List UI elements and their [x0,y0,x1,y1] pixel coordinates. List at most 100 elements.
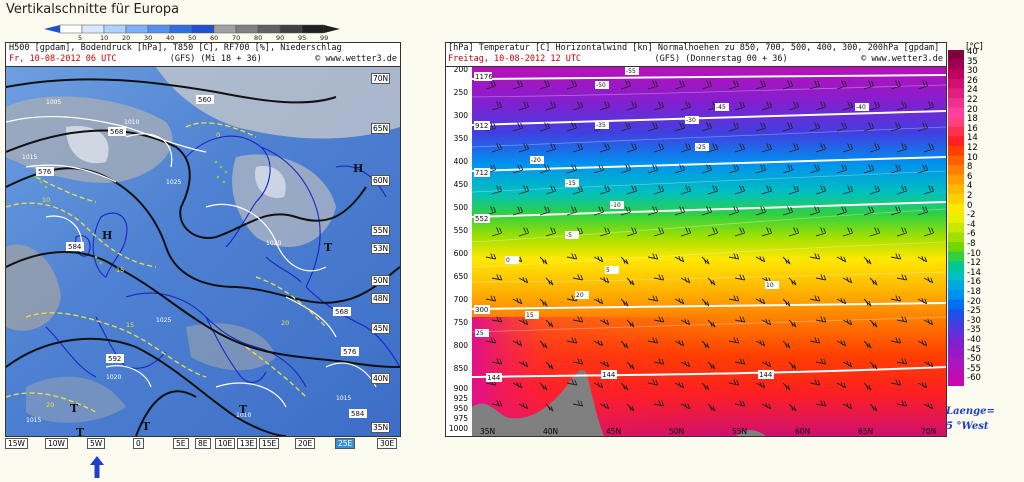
colorbar-swatch [948,290,964,301]
wind-barb [485,295,497,302]
wind-barb [545,277,554,286]
section-copyright: © www.wetter3.de [861,54,943,64]
isotherm-label-bg [565,179,579,187]
wind-barb [512,340,523,347]
colorbar-label: -55 [967,363,981,374]
height-label: 712 [475,169,488,177]
wind-barb [539,256,548,265]
wind-barb [680,227,692,237]
wind-barb [599,277,610,284]
wind-barb [869,185,881,195]
wind-barb [869,361,878,370]
wind-barb [518,403,529,410]
wind-barb [545,319,554,328]
wind-barb [707,227,719,237]
wind-barb [545,101,557,111]
map-header-line1: H500 [gpdam], Bodendruck [hPa], T850 [C]… [9,43,342,53]
lon-option-13e[interactable]: 13E [237,438,258,449]
wind-barb [788,361,797,370]
colorbar-swatch [948,165,964,176]
wind-barb [674,164,686,174]
latitude-axis-label: 55N [732,427,748,436]
cross-section-panel[interactable]: [hPa] Temperatur [C] Horizontalwind [kn]… [445,42,947,437]
wind-barb [545,185,557,195]
wind-barb [890,379,902,386]
colorbar-swatch [948,299,964,310]
colorbar-swatch [948,155,964,166]
wind-barb [896,316,908,323]
rh-legend-swatch [235,24,259,34]
wind-barb [863,164,875,174]
rh-legend-label: 30 [144,34,152,40]
wind-barb [653,400,665,407]
colorbar-label: 16 [967,123,978,134]
lon-option-10e[interactable]: 10E [215,438,236,449]
temperature-colorbar [948,50,964,387]
colorbar-swatch [948,366,964,377]
pressure-level-label: 900 [453,384,468,393]
wind-barb [809,122,821,132]
wind-barb [923,319,934,326]
wind-barb [593,298,604,305]
wind-barb [539,298,548,307]
lon-option-10w[interactable]: 10W [45,438,68,449]
colorbar-swatch [948,213,964,224]
colorbar-swatch [948,59,964,70]
section-date: Freitag, 10-08-2012 12 UTC [448,54,582,64]
wind-barb [620,340,629,349]
lon-option-20e[interactable]: 20E [295,438,316,449]
wind-barb [572,143,584,153]
longitude-selector[interactable]: 15W 10W 5W 0 5E 8E 10E 13E 15E 20E 25E 3… [5,438,399,450]
wind-barb [917,206,929,216]
wind-barb [701,164,713,174]
wind-barb [782,382,791,391]
svg-text:1025: 1025 [156,317,171,324]
lon-option-15e[interactable]: 15E [259,438,280,449]
lon-option-30e[interactable]: 30E [377,438,398,449]
laenge-value: 5 °West [946,421,989,432]
wind-barb [761,403,772,410]
isotherm-label-bg [525,311,539,319]
height-label: 144 [759,371,773,379]
isotherm-label: -30 [686,117,696,124]
rh-legend-swatch [103,24,127,34]
colorbar-label: -45 [967,344,981,355]
lon-option-5w[interactable]: 5W [87,438,106,449]
wind-barb [728,295,740,302]
colorbar-swatch [948,261,964,272]
wind-barb [647,164,659,174]
lon-option-0[interactable]: 0 [133,438,144,449]
wind-barb [863,122,875,132]
wind-barb [653,143,665,153]
lon-option-25e[interactable]: 25E [335,438,356,449]
weather-map-panel[interactable]: H500 [gpdam], Bodendruck [hPa], T850 [C]… [5,42,401,437]
rh-legend-label: 99 [320,34,328,40]
rh-legend-swatch [257,24,281,34]
isotherm-label-bg [715,103,729,111]
lon-option-8e[interactable]: 8E [195,438,211,449]
wind-barb [755,122,767,132]
wind-barb [626,361,635,370]
wind-barb [842,101,854,111]
svg-text:20: 20 [281,319,289,327]
wind-barb [755,298,766,305]
colorbar-swatch [948,357,964,368]
pressure-level-label: 650 [453,272,468,281]
lon-option-5e[interactable]: 5E [173,438,189,449]
wind-barb [512,80,524,90]
colorbar-swatch [948,242,964,253]
wind-barb [701,80,713,90]
wind-barb [728,253,740,260]
wind-barb [842,227,854,237]
rh-legend-swatch [279,24,303,34]
wind-barb [761,361,772,368]
colorbar-label: 22 [967,95,978,105]
wind-barb [485,337,497,344]
lon-option-15w[interactable]: 15W [5,438,28,449]
wind-barb [545,227,557,237]
wind-barb [836,206,848,216]
colorbar-swatch [948,136,964,147]
rh-legend-label: 50 [188,34,196,40]
wind-barb [518,361,529,368]
colorbar-label: -18 [967,287,981,297]
